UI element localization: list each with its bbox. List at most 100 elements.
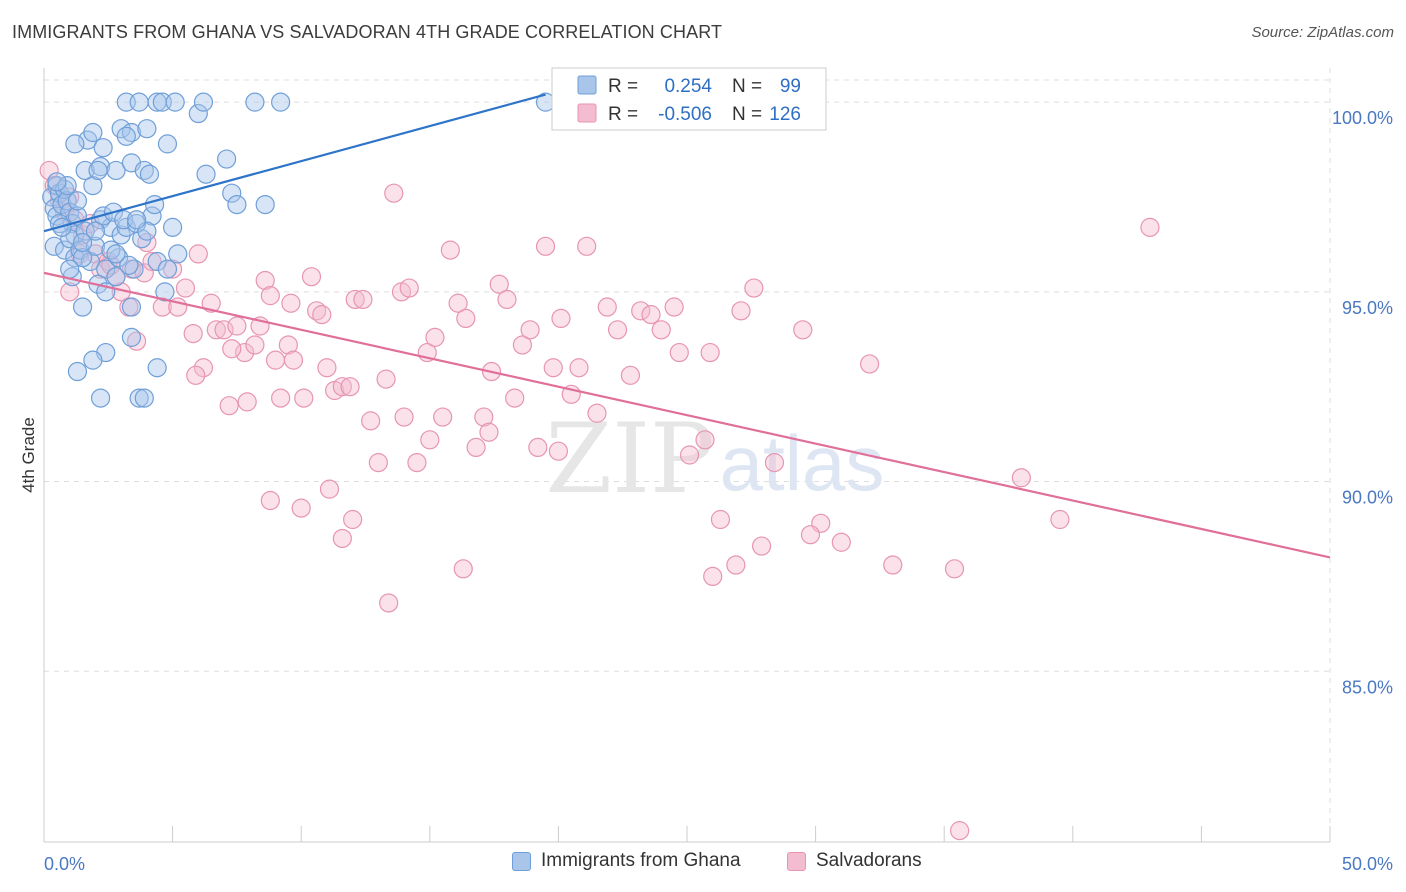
salvadorans-point xyxy=(163,259,183,279)
legend-ghana-r-value: 0.254 xyxy=(664,76,712,97)
y-tick-label: 85.0% xyxy=(1342,677,1393,697)
y-tick-label: 95.0% xyxy=(1342,298,1393,318)
ghana-point xyxy=(106,244,126,264)
salvadorans-point xyxy=(440,240,460,260)
salvadorans-point xyxy=(343,509,363,530)
watermark-zip: ZIP xyxy=(545,403,714,515)
bottom-legend: Immigrants from Ghana Salvadorans xyxy=(0,850,1406,880)
salvadorans-point xyxy=(489,274,509,294)
salvadorans-point xyxy=(361,411,381,431)
salvadorans-point xyxy=(607,320,628,340)
ghana-point xyxy=(60,259,80,279)
salvadorans-point xyxy=(214,320,234,340)
ghana-point xyxy=(67,361,88,382)
ghana-point xyxy=(116,126,136,146)
salvadorans-point xyxy=(456,308,476,329)
salvadorans-point xyxy=(394,407,414,427)
salvadorans-point xyxy=(227,316,247,336)
bottom-legend-salvadorans-label: Salvadorans xyxy=(816,850,922,871)
ghana-point xyxy=(119,255,139,275)
salvadorans-point xyxy=(505,388,525,408)
ghana-point xyxy=(124,259,144,279)
salvadorans-point xyxy=(294,388,314,408)
salvadorans-point xyxy=(479,422,499,442)
ghana-point xyxy=(255,194,275,215)
ghana-point xyxy=(57,191,77,211)
salvadorans-point xyxy=(700,342,720,363)
bottom-legend-ghana-label: Immigrants from Ghana xyxy=(541,850,741,871)
salvadorans-swatch xyxy=(787,851,806,871)
salvadorans-point xyxy=(731,301,751,321)
salvadorans-point xyxy=(332,528,352,549)
ghana-point xyxy=(188,103,208,124)
ghana-point xyxy=(72,248,93,268)
salvadorans-point xyxy=(466,437,486,458)
salvadorans-point xyxy=(577,236,597,256)
ghana-point xyxy=(168,244,188,264)
salvadorans-point xyxy=(1050,509,1070,530)
salvadorans-point xyxy=(281,293,301,313)
salvadorans-point xyxy=(535,236,556,256)
salvadorans-point xyxy=(620,365,641,385)
tick-labels: 85.0% 90.0% 95.0% 100.0% 0.0% 50.0% xyxy=(44,108,1393,874)
salvadorans-point xyxy=(384,183,404,203)
salvadorans-point xyxy=(193,358,214,378)
ghana-point xyxy=(157,259,178,279)
salvadorans-point xyxy=(319,479,340,499)
ghana-point xyxy=(90,388,111,408)
legend-salvadorans-n-value: 126 xyxy=(769,104,801,125)
ghana-point xyxy=(155,282,175,302)
ghana-point xyxy=(88,160,108,181)
salvadorans-point xyxy=(764,452,785,473)
salvadorans-point xyxy=(235,342,255,363)
ghana-point xyxy=(83,176,103,196)
salvadorans-point xyxy=(237,392,257,412)
ghana-point xyxy=(85,236,106,256)
salvadorans-point xyxy=(353,289,373,310)
salvadorans-point xyxy=(186,365,206,385)
salvadorans-point xyxy=(569,358,589,378)
salvadorans-point xyxy=(543,358,563,378)
salvadorans-point xyxy=(283,350,304,370)
ghana-point xyxy=(93,138,113,158)
salvadorans-point xyxy=(453,559,473,579)
salvadorans-point xyxy=(260,490,280,511)
ghana-point xyxy=(65,134,85,154)
salvadorans-point xyxy=(137,232,157,253)
ghana-point xyxy=(196,164,216,184)
salvadorans-point xyxy=(800,525,821,545)
ghana-point xyxy=(227,194,247,215)
bottom-legend-ghana[interactable]: Immigrants from Ghana xyxy=(512,850,741,872)
salvadorans-point xyxy=(520,320,540,340)
legend-salvadorans-r-value: -0.506 xyxy=(658,104,712,125)
ghana-point xyxy=(101,240,121,260)
ghana-point xyxy=(106,267,126,287)
salvadorans-point xyxy=(1011,468,1031,488)
gridlines xyxy=(44,68,1331,842)
salvadorans-point xyxy=(950,821,970,841)
salvadorans-point xyxy=(183,323,203,344)
salvadorans-point xyxy=(407,452,427,473)
salvadorans-point xyxy=(528,437,548,458)
legend-ghana-swatch xyxy=(577,75,597,95)
ghana-point xyxy=(134,160,154,181)
ghana-point xyxy=(163,217,183,237)
ghana-point xyxy=(147,358,167,378)
ghana-point xyxy=(54,240,75,260)
ghana-point xyxy=(47,172,67,192)
salvadorans-point xyxy=(188,244,208,264)
ghana-point xyxy=(142,206,162,226)
salvadorans-point xyxy=(368,452,388,473)
salvadorans-point xyxy=(206,320,226,340)
salvadorans-point xyxy=(944,559,965,579)
bottom-legend-salvadorans[interactable]: Salvadorans xyxy=(787,850,922,872)
legend-frame xyxy=(551,67,827,131)
salvadorans-point xyxy=(317,358,337,378)
ghana-point xyxy=(134,388,154,408)
ghana-point xyxy=(157,134,178,154)
salvadorans-point xyxy=(679,445,700,465)
salvadorans-point xyxy=(710,509,731,530)
y-axis-label: 4th Grade xyxy=(19,417,38,493)
salvadorans-point xyxy=(301,267,322,287)
ghana-point xyxy=(193,92,214,112)
